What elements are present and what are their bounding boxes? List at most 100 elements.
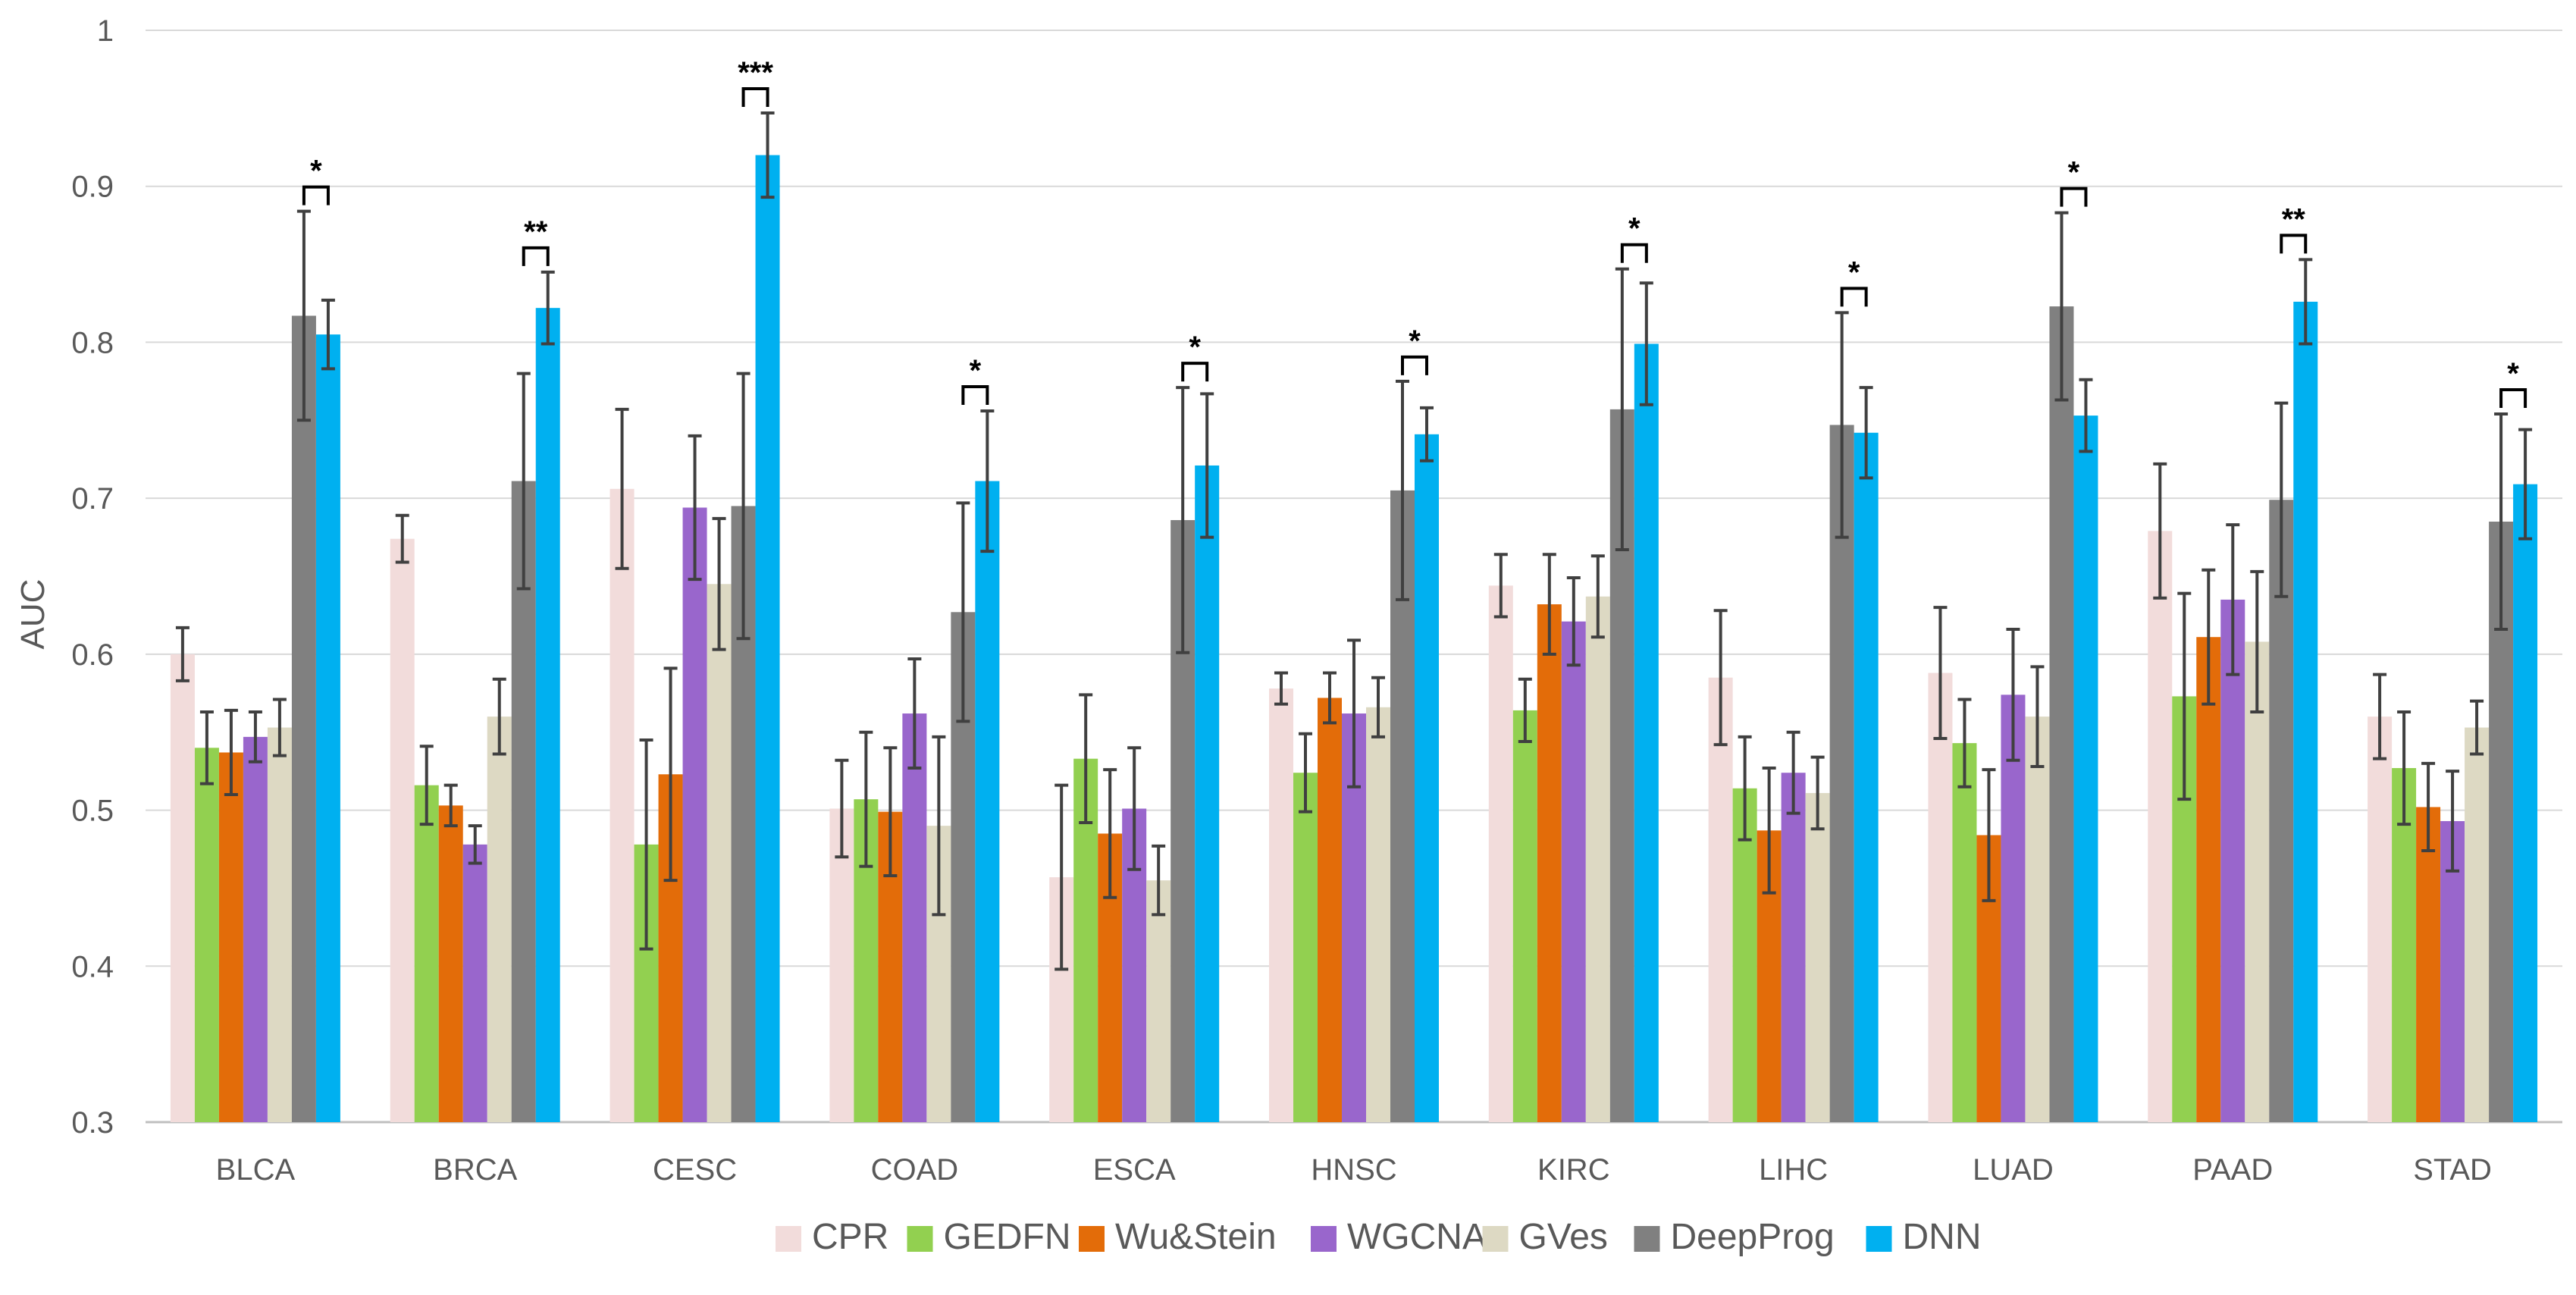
bar-dnn-blca — [315, 334, 340, 1123]
category-label: STAD — [2413, 1153, 2492, 1187]
bar-deepprog-luad — [2049, 306, 2074, 1123]
bar-wgcna-luad — [2001, 695, 2026, 1122]
significance-label: * — [970, 354, 982, 387]
bar-cpr-luad — [1928, 673, 1953, 1122]
bar-gedfn-kirc — [1512, 710, 1537, 1122]
bar-dnn-stad — [2513, 484, 2538, 1122]
legend-label: GVes — [1519, 1217, 1608, 1257]
y-tick-label: 1 — [97, 14, 114, 48]
category-label: LUAD — [1973, 1153, 2054, 1187]
bar-dnn-paad — [2293, 301, 2318, 1122]
legend-swatch-gedfn — [907, 1226, 933, 1252]
y-tick-label: 0.5 — [71, 795, 114, 828]
y-tick-label: 0.9 — [71, 171, 114, 204]
bar-gves-kirc — [1585, 596, 1610, 1122]
bar-gves-cesc — [707, 584, 732, 1122]
significance-bracket — [302, 185, 330, 205]
bar-gedfn-brca — [414, 785, 439, 1122]
legend-swatch-deepprog — [1634, 1226, 1660, 1252]
significance-label: * — [2507, 357, 2519, 390]
legend-label: Wu&Stein — [1115, 1217, 1277, 1257]
significance-label: *** — [738, 56, 773, 89]
bar-dnn-luad — [2073, 415, 2098, 1122]
bar-cpr-paad — [2148, 531, 2173, 1122]
bar-gedfn-stad — [2392, 768, 2417, 1122]
y-tick-label: 0.6 — [71, 638, 114, 672]
bar-gves-paad — [2245, 641, 2270, 1122]
significance-bracket — [961, 384, 989, 405]
y-tick-label: 0.4 — [71, 950, 114, 983]
bar-cpr-cesc — [610, 488, 635, 1122]
bar-dnn-esca — [1195, 465, 1220, 1122]
category-label: HNSC — [1311, 1153, 1396, 1187]
legend-swatch-wgcna — [1311, 1226, 1337, 1252]
bar-gedfn-lihc — [1732, 788, 1757, 1122]
y-tick-label: 0.7 — [71, 482, 114, 516]
bar-dnn-cesc — [755, 155, 780, 1123]
bar-wustein-kirc — [1537, 604, 1562, 1122]
significance-bracket — [1401, 355, 1428, 375]
bar-wustein-blca — [218, 752, 243, 1122]
bar-gves-brca — [487, 716, 512, 1122]
bar-wustein-hnsc — [1318, 698, 1342, 1122]
significance-bracket — [741, 87, 769, 108]
bar-wustein-brca — [438, 805, 463, 1122]
legend-label: WGCNA — [1347, 1217, 1487, 1257]
bar-cpr-kirc — [1488, 585, 1513, 1122]
bar-dnn-brca — [535, 308, 560, 1123]
significance-label: * — [1848, 256, 1860, 289]
bar-wgcna-lihc — [1781, 773, 1806, 1122]
significance-bracket — [1840, 287, 1868, 307]
bar-dnn-kirc — [1634, 343, 1659, 1122]
bar-cpr-stad — [2368, 716, 2393, 1122]
bar-wgcna-coad — [902, 713, 927, 1122]
significance-bracket — [2060, 187, 2088, 207]
bar-wustein-stad — [2416, 807, 2441, 1122]
significance-label: * — [1189, 331, 1201, 364]
bar-cpr-hnsc — [1269, 688, 1293, 1122]
y-axis-title: AUC — [14, 579, 52, 650]
significance-label: * — [2068, 156, 2080, 190]
bar-gves-blca — [267, 727, 292, 1122]
legend-swatch-wustein — [1079, 1226, 1105, 1252]
bar-deepprog-paad — [2269, 500, 2294, 1122]
bar-cpr-coad — [829, 808, 854, 1122]
legend-swatch-dnn — [1866, 1226, 1892, 1252]
category-label: KIRC — [1537, 1153, 1610, 1187]
significance-label: ** — [2282, 202, 2306, 236]
bar-deepprog-lihc — [1829, 425, 1854, 1122]
bar-gves-esca — [1146, 880, 1171, 1122]
category-label: BLCA — [216, 1153, 296, 1187]
legend-label: DNN — [1903, 1217, 1982, 1257]
bar-gedfn-blca — [194, 748, 219, 1122]
significance-bracket — [1620, 243, 1648, 263]
category-label: PAAD — [2192, 1153, 2273, 1187]
significance-label: * — [1628, 212, 1641, 246]
significance-bracket — [522, 246, 550, 266]
significance-bracket — [1181, 362, 1209, 382]
bar-wgcna-brca — [462, 844, 487, 1122]
bar-wgcna-blca — [243, 736, 268, 1122]
category-label: COAD — [871, 1153, 959, 1187]
legend-label: DeepProg — [1671, 1217, 1835, 1257]
bar-wustein-paad — [2196, 637, 2221, 1122]
bar-wgcna-kirc — [1561, 621, 1586, 1122]
legend-swatch-cpr — [776, 1226, 801, 1252]
bar-deepprog-blca — [291, 315, 316, 1122]
bar-gves-hnsc — [1366, 707, 1390, 1122]
significance-bracket — [2499, 388, 2527, 409]
bar-gedfn-hnsc — [1293, 773, 1318, 1122]
legend-label: GEDFN — [944, 1217, 1071, 1257]
bar-cpr-brca — [390, 538, 415, 1122]
category-label: LIHC — [1759, 1153, 1828, 1187]
bar-dnn-coad — [975, 481, 1000, 1122]
category-label: CESC — [653, 1153, 737, 1187]
y-tick-label: 0.8 — [71, 326, 114, 359]
bar-wgcna-paad — [2220, 599, 2245, 1122]
category-label: ESCA — [1093, 1153, 1176, 1187]
bar-dnn-lihc — [1854, 432, 1879, 1122]
bar-gves-stad — [2465, 727, 2490, 1122]
bar-cpr-lihc — [1708, 677, 1733, 1122]
